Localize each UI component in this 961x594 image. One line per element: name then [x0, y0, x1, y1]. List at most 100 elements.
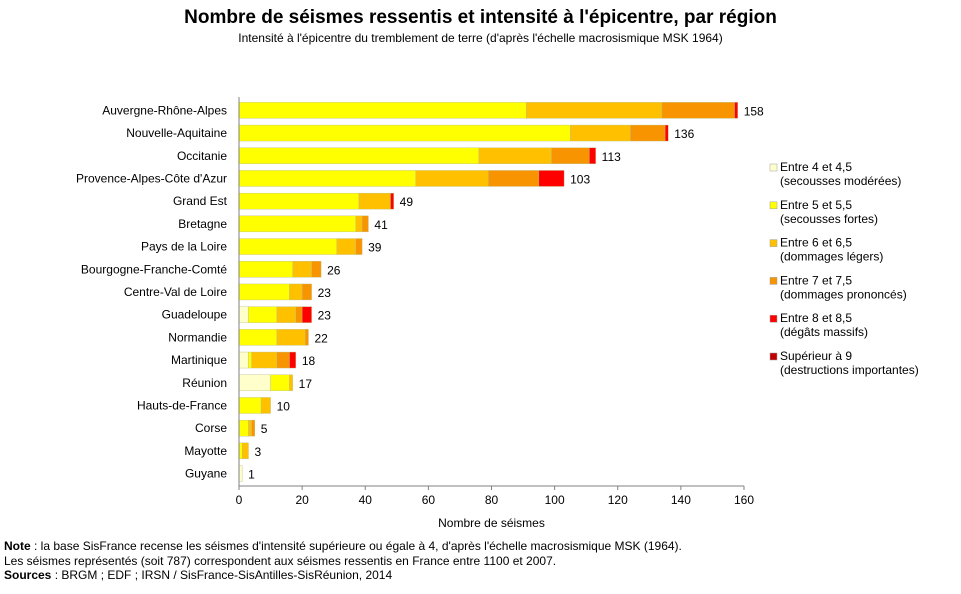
chart-notes: Note : la base SisFrance recense les séi…	[4, 539, 682, 583]
bar-segment	[248, 351, 252, 369]
category-label: Nouvelle-Aquitaine	[126, 126, 227, 140]
bar-segment	[570, 124, 631, 142]
bar-segment	[238, 192, 360, 210]
total-label: 10	[277, 399, 291, 413]
x-tick-label: 20	[295, 493, 309, 507]
legend-swatch	[769, 277, 778, 285]
bar-segment	[238, 261, 293, 278]
bar-segment	[238, 215, 356, 233]
legend-swatch	[769, 163, 778, 172]
bar-segment	[292, 261, 312, 278]
legend-label: Entre 8 et 8,5	[780, 311, 852, 325]
bar-segment	[415, 170, 489, 187]
bar-segment	[248, 306, 278, 323]
bar-segment	[238, 329, 278, 346]
bar-segment	[248, 419, 252, 437]
bar-segment	[305, 329, 309, 346]
x-tick-label: 160	[734, 493, 754, 507]
legend-sublabel: (dommages prononcés)	[780, 287, 907, 301]
total-label: 41	[374, 218, 388, 232]
bar-segment	[260, 397, 271, 414]
bar-segment	[488, 170, 540, 187]
bar-segment	[301, 283, 312, 301]
bar-segment	[251, 351, 278, 369]
category-label: Guyane	[185, 467, 227, 481]
legend-label: Entre 5 et 5,5	[780, 198, 852, 212]
bar-segment	[336, 238, 356, 255]
bar-segment	[238, 306, 249, 323]
bar-segment	[241, 442, 249, 460]
bar-segment	[276, 306, 297, 323]
bar-segment	[390, 192, 394, 210]
bar-segment	[301, 306, 312, 323]
x-tick-label: 60	[422, 493, 436, 507]
legend-sublabel: (destructions importantes)	[780, 363, 919, 377]
legend-swatch	[769, 201, 778, 210]
bar-segment	[251, 419, 255, 437]
bar-segment	[355, 238, 363, 255]
legend-label: Supérieur à 9	[780, 349, 852, 363]
total-label: 18	[302, 354, 316, 368]
x-tick-label: 40	[359, 493, 373, 507]
category-label: Centre-Val de Loire	[124, 285, 227, 299]
total-label: 158	[744, 104, 764, 118]
category-label: Mayotte	[184, 444, 227, 458]
bar-segment	[630, 124, 666, 142]
legend-label: Entre 7 et 7,5	[780, 273, 852, 287]
bar-segment	[238, 419, 249, 437]
category-label: Pays de la Loire	[141, 240, 227, 254]
total-label: 5	[261, 422, 268, 436]
bar-segment	[238, 170, 416, 187]
bar-segment	[238, 374, 271, 391]
bar-segment	[551, 147, 590, 164]
category-label: Occitanie	[177, 149, 227, 163]
category-label: Normandie	[168, 330, 227, 344]
category-label: Corse	[195, 421, 227, 435]
total-label: 1	[248, 468, 255, 482]
total-label: 26	[327, 263, 341, 277]
category-label: Bretagne	[178, 217, 227, 231]
x-axis-label: Nombre de séismes	[438, 516, 545, 530]
bar-segment	[311, 261, 322, 278]
bar-segment	[238, 351, 249, 369]
x-tick-label: 0	[236, 493, 243, 507]
legend-label: Entre 4 et 4,5	[780, 160, 852, 174]
x-tick-label: 80	[485, 493, 499, 507]
bar-chart: Auvergne-Rhône-Alpes 158 Nouvelle-Aquitain…	[76, 97, 919, 530]
total-label: 113	[602, 150, 621, 164]
bar-segment	[661, 102, 735, 119]
bar-segment	[276, 351, 290, 369]
chart-title: Nombre de séismes ressentis et intensité…	[184, 7, 777, 28]
legend-sublabel: (secousses modérées)	[780, 174, 901, 188]
legend-swatch	[769, 352, 778, 361]
total-label: 3	[254, 445, 261, 459]
category-label: Provence-Alpes-Côte d'Azur	[76, 171, 227, 185]
sources-line: Sources : BRGM ; EDF ; IRSN / SisFrance-…	[4, 568, 682, 583]
bar-segment	[289, 374, 293, 391]
bar-segment	[238, 124, 571, 142]
bar-segment	[270, 374, 290, 391]
x-tick-label: 140	[671, 493, 691, 507]
legend-swatch	[769, 314, 778, 323]
note-line-1: Note : la base SisFrance recense les séi…	[4, 539, 682, 554]
category-label: Martinique	[171, 353, 227, 367]
bar-segment	[358, 192, 391, 210]
sources-text: : BRGM ; EDF ; IRSN / SisFrance-SisAntil…	[51, 568, 393, 582]
bar-segment	[734, 102, 738, 119]
bar-segment	[276, 329, 306, 346]
chart-subtitle: Intensité à l'épicentre du tremblement d…	[238, 31, 723, 45]
total-label: 136	[674, 127, 694, 141]
category-label: Auvergne-Rhône-Alpes	[102, 103, 227, 117]
total-label: 103	[570, 172, 590, 186]
x-tick-label: 100	[545, 493, 565, 507]
category-label: Réunion	[182, 376, 227, 390]
bar-segment	[238, 238, 338, 255]
bar-segment	[526, 102, 663, 119]
bar-segment	[289, 351, 297, 369]
total-label: 39	[368, 241, 382, 255]
bar-segment	[289, 283, 303, 301]
bar-segment	[238, 283, 290, 301]
legend-sublabel: (dommages légers)	[780, 250, 883, 264]
sources-label: Sources	[4, 568, 52, 582]
bar-segment	[238, 147, 480, 164]
